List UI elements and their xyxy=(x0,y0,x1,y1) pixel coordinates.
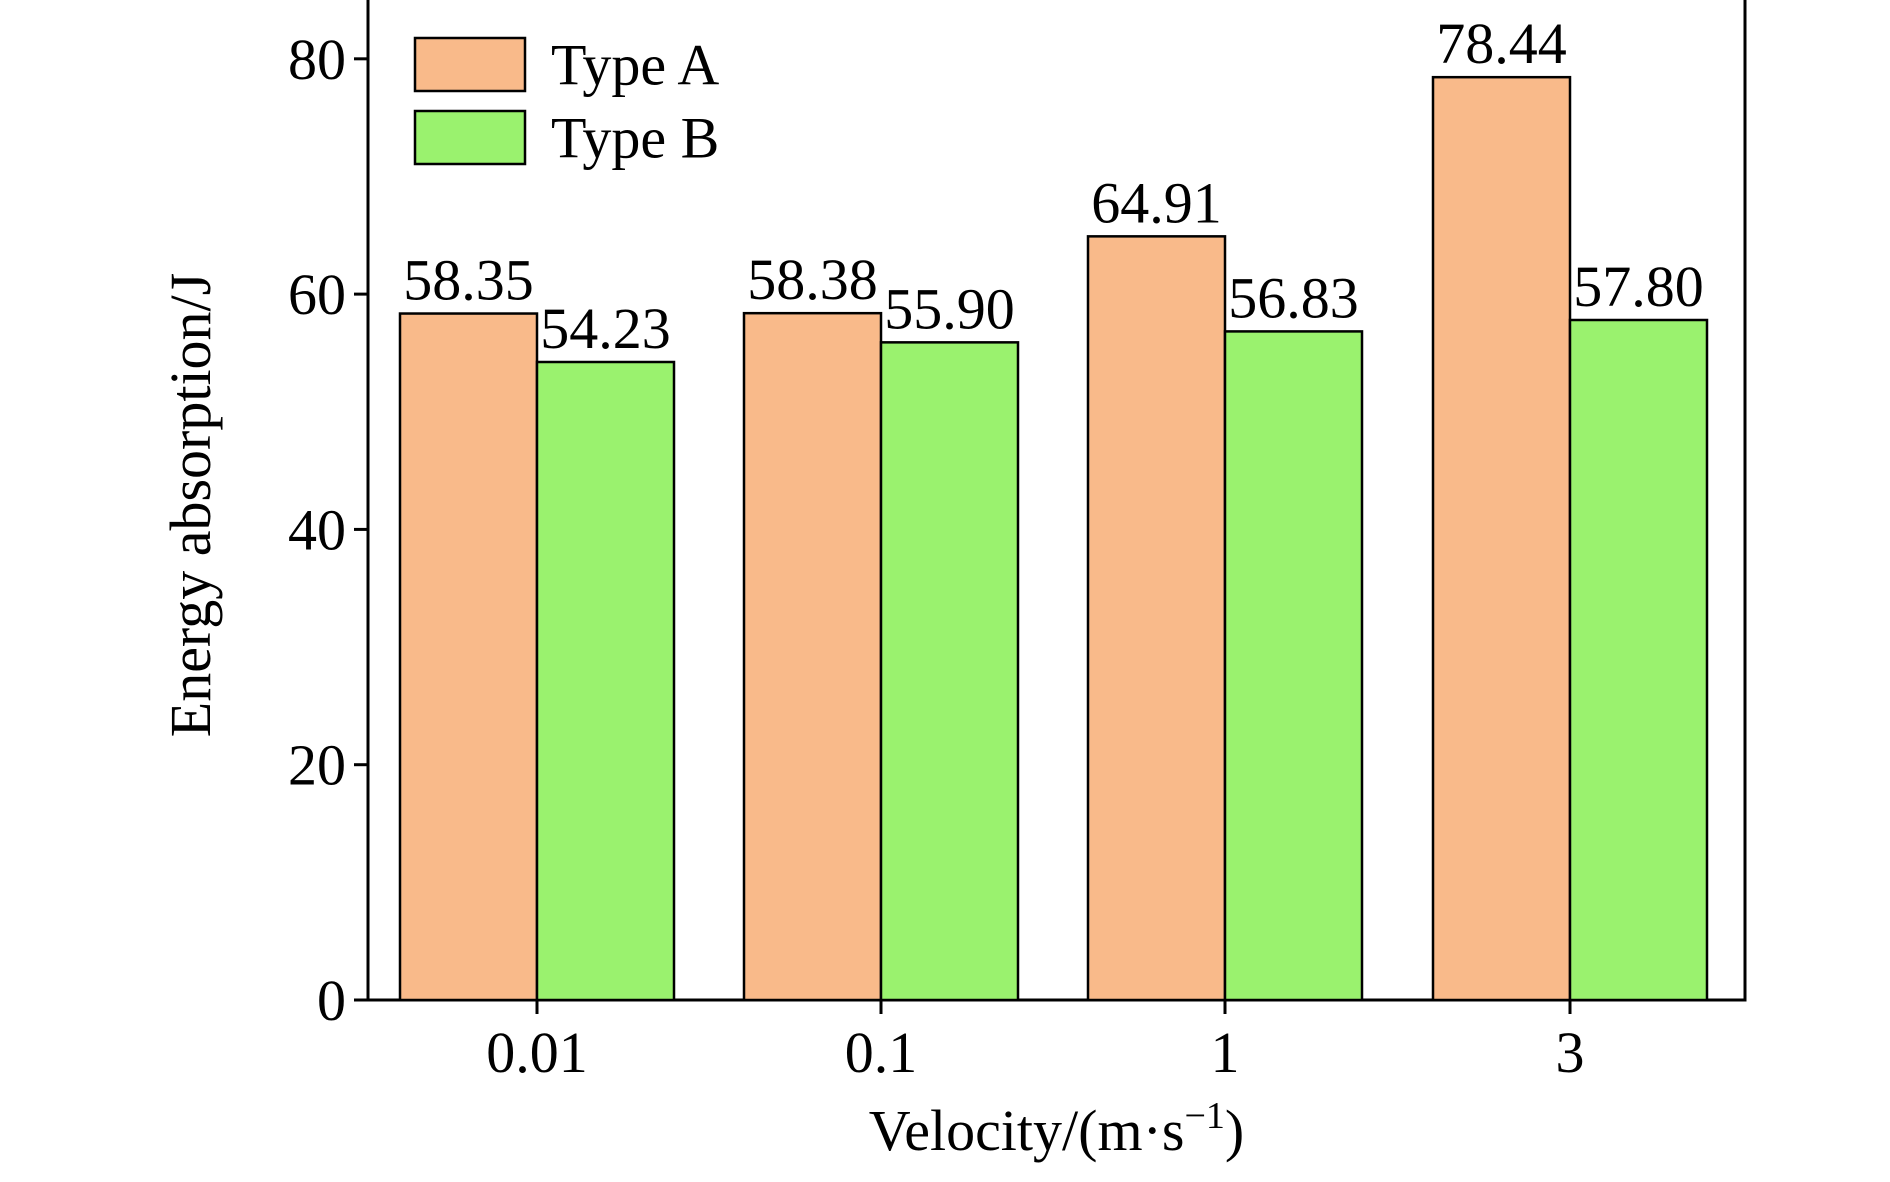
bar-type-a-3 xyxy=(1431,75,1572,1002)
y-tick-label-80: 80 xyxy=(288,27,346,92)
legend-label-type-a: Type A xyxy=(551,33,719,98)
legend-swatch-type-a xyxy=(413,36,527,93)
y-axis-title: Energy absorption/J xyxy=(158,273,223,737)
x-axis-title-main: Velocity/(m·s xyxy=(869,1098,1185,1163)
y-tick-label-40: 40 xyxy=(288,497,346,562)
bar-type-a-1 xyxy=(1086,235,1227,1002)
bar-type-a-0.01 xyxy=(398,312,539,1002)
x-axis-title-superscript: −1 xyxy=(1184,1095,1224,1137)
y-tick-label-60: 60 xyxy=(288,262,346,327)
x-axis: 0.01 0.1 1 3 xyxy=(486,1000,1585,1085)
data-label-type-a-3: 78.44 xyxy=(1436,11,1567,76)
data-label-type-b-0.01: 54.23 xyxy=(540,296,671,361)
bar-type-b-3 xyxy=(1568,318,1709,1002)
data-label-type-a-0.01: 58.35 xyxy=(403,248,534,313)
y-tick-label-20: 20 xyxy=(288,733,346,798)
x-tick-label-0.01: 0.01 xyxy=(486,1020,588,1085)
data-label-type-a-1: 64.91 xyxy=(1091,170,1222,235)
bar-type-b-1 xyxy=(1223,330,1364,1002)
plot-frame xyxy=(366,0,1747,1002)
bars-group xyxy=(398,75,1709,1002)
bar-type-b-0.1 xyxy=(879,341,1020,1002)
legend: Type A Type B xyxy=(413,33,719,171)
bar-type-b-0.01 xyxy=(535,360,676,1002)
legend-swatch-type-b xyxy=(413,109,527,166)
x-axis-title-end: ) xyxy=(1225,1098,1244,1163)
x-tick-label-1: 1 xyxy=(1211,1020,1240,1085)
data-label-type-a-0.1: 58.38 xyxy=(747,247,878,312)
data-label-type-b-0.1: 55.90 xyxy=(884,276,1015,341)
y-axis: 0 20 40 60 80 xyxy=(288,27,368,1033)
legend-label-type-b: Type B xyxy=(551,106,719,171)
data-label-type-b-3: 57.80 xyxy=(1573,254,1704,319)
bar-type-a-0.1 xyxy=(742,311,883,1002)
data-label-type-b-1: 56.83 xyxy=(1228,265,1359,330)
x-tick-label-0.1: 0.1 xyxy=(845,1020,918,1085)
y-tick-label-0: 0 xyxy=(317,968,346,1033)
x-tick-label-3: 3 xyxy=(1556,1020,1585,1085)
x-axis-title: Velocity/(m·s−1) xyxy=(869,1095,1244,1163)
